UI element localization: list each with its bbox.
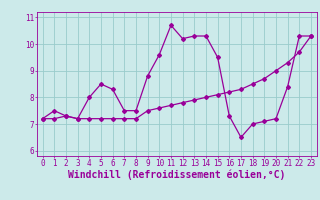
X-axis label: Windchill (Refroidissement éolien,°C): Windchill (Refroidissement éolien,°C) [68,169,285,180]
